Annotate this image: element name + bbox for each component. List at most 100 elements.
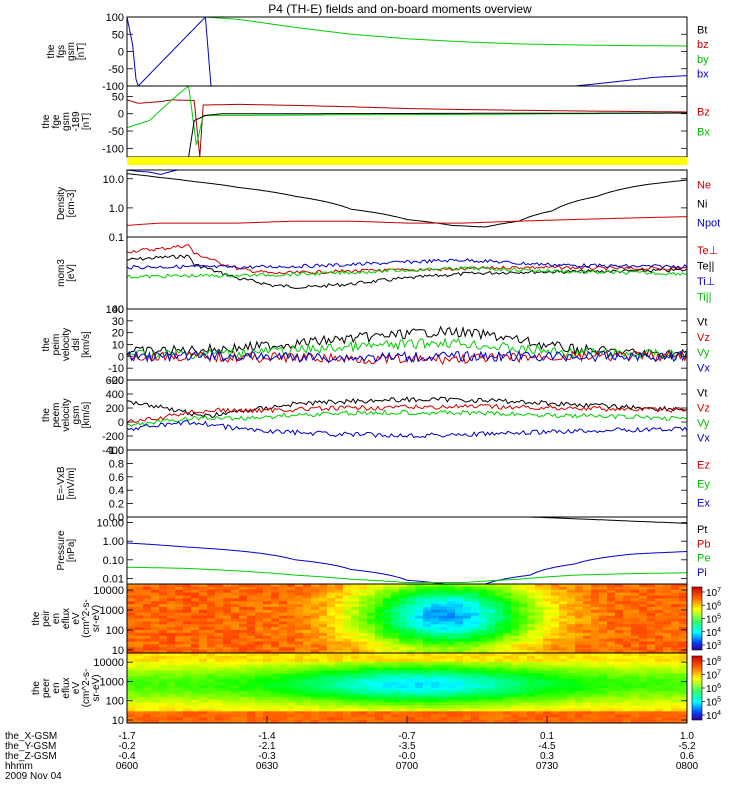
spectrogram-cell [239, 708, 248, 712]
spectrogram-cell [535, 708, 544, 712]
spectrogram-cell [271, 673, 280, 677]
spectrogram-cell [607, 702, 616, 706]
spectrogram-cell [183, 624, 192, 628]
spectrogram-cell [303, 655, 312, 660]
spectrogram-cell [495, 632, 504, 637]
spectrogram-cell [447, 598, 456, 602]
spectrogram-cell [319, 708, 328, 712]
spectrogram-cell [135, 658, 144, 663]
spectrogram-cell [247, 641, 256, 645]
spectrogram-cell [455, 708, 464, 712]
spectrogram-cell [495, 641, 504, 645]
spectrogram-cell [407, 618, 416, 622]
spectrogram-cell [463, 609, 472, 614]
spectrogram-cell [575, 621, 584, 625]
spectrogram-cell [167, 653, 176, 657]
spectrogram-cell [463, 667, 472, 671]
spectrogram-cell [511, 696, 520, 701]
spectrogram-cell [367, 621, 376, 625]
spectrogram-cell [239, 658, 248, 663]
x-tick-label: 0700 [396, 761, 419, 772]
spectrogram-cell [271, 696, 280, 701]
spectrogram-cell [479, 635, 488, 640]
spectrogram-cell [255, 717, 264, 721]
spectrogram-cell [367, 696, 376, 701]
spectrogram-cell [655, 685, 664, 689]
series-line [127, 337, 687, 362]
spectrogram-cell [423, 690, 432, 695]
spectrogram-cell [455, 638, 464, 643]
spectrogram-cell [295, 584, 304, 588]
spectrogram-cell [247, 688, 256, 692]
spectrogram-cell [167, 679, 176, 683]
spectrogram-cell [559, 682, 568, 686]
spectrogram-cell [295, 609, 304, 614]
colorbar-label: 105 [706, 697, 721, 709]
legend-entry: Pt [697, 524, 707, 536]
spectrogram-cell [327, 717, 336, 721]
spectrogram-cell [527, 708, 536, 712]
spectrogram-cell [415, 589, 424, 594]
spectrogram-cell [559, 609, 568, 614]
spectrogram-cell [327, 641, 336, 645]
spectrogram-cell [279, 612, 288, 617]
spectrogram-cell [199, 632, 208, 637]
spectrogram-cell [407, 615, 416, 620]
spectrogram-cell [391, 655, 400, 660]
spectrogram-cell [231, 655, 240, 660]
spectrogram-cell [511, 592, 520, 597]
spectrogram-cell [279, 705, 288, 709]
spectrogram-cell [479, 708, 488, 712]
spectrogram-cell [175, 658, 184, 663]
spectrogram-cell [127, 655, 136, 660]
spectrogram-cell [175, 664, 184, 669]
spectrogram-cell [463, 693, 472, 698]
spectrogram-cell [519, 635, 528, 640]
spectrogram-cell [287, 632, 296, 637]
spectrogram-cell [183, 638, 192, 643]
spectrogram-cell [655, 621, 664, 625]
spectrogram-cell [191, 685, 200, 689]
spectrogram-cell [551, 607, 560, 611]
spectrogram-cell [447, 609, 456, 614]
spectrogram-cell [583, 711, 592, 715]
spectrogram-cell [287, 670, 296, 674]
spectrogram-cell [647, 670, 656, 674]
spectrogram-cell [135, 612, 144, 617]
spectrogram-cell [183, 604, 192, 608]
spectrogram-cell [423, 673, 432, 677]
spectrogram-cell [327, 598, 336, 602]
spectrogram-cell [495, 644, 504, 648]
spectrogram-cell [599, 693, 608, 698]
spectrogram-cell [407, 607, 416, 611]
spectrogram-cell [407, 702, 416, 706]
spectrogram-cell [207, 595, 216, 599]
spectrogram-cell [591, 632, 600, 637]
legend-entry: Ey [697, 479, 710, 491]
spectrogram-cell [415, 627, 424, 631]
spectrogram-cell [327, 699, 336, 704]
spectrogram-cell [551, 670, 560, 674]
spectrogram-cell [159, 705, 168, 709]
spectrogram-cell [423, 586, 432, 591]
spectrogram-cell [679, 693, 687, 698]
spectrogram-cell [511, 690, 520, 695]
spectrogram-cell [463, 655, 472, 660]
spectrogram-cell [271, 595, 280, 599]
spectrogram-cell [207, 699, 216, 704]
spectrogram-cell [575, 717, 584, 721]
spectrogram-cell [535, 615, 544, 620]
spectrogram-cell [663, 630, 672, 634]
spectrogram-cell [471, 693, 480, 698]
spectrogram-cell [631, 693, 640, 698]
spectrogram-cell [159, 650, 168, 653]
spectrogram-cell [135, 630, 144, 634]
spectrogram-cell [215, 670, 224, 674]
spectrogram-cell [535, 717, 544, 721]
spectrogram-cell [431, 705, 440, 709]
spectrogram-cell [391, 618, 400, 622]
spectrogram-cell [231, 711, 240, 715]
spectrogram-cell [671, 708, 680, 712]
spectrogram-cell [647, 714, 656, 718]
spectrogram-cell [311, 635, 320, 640]
